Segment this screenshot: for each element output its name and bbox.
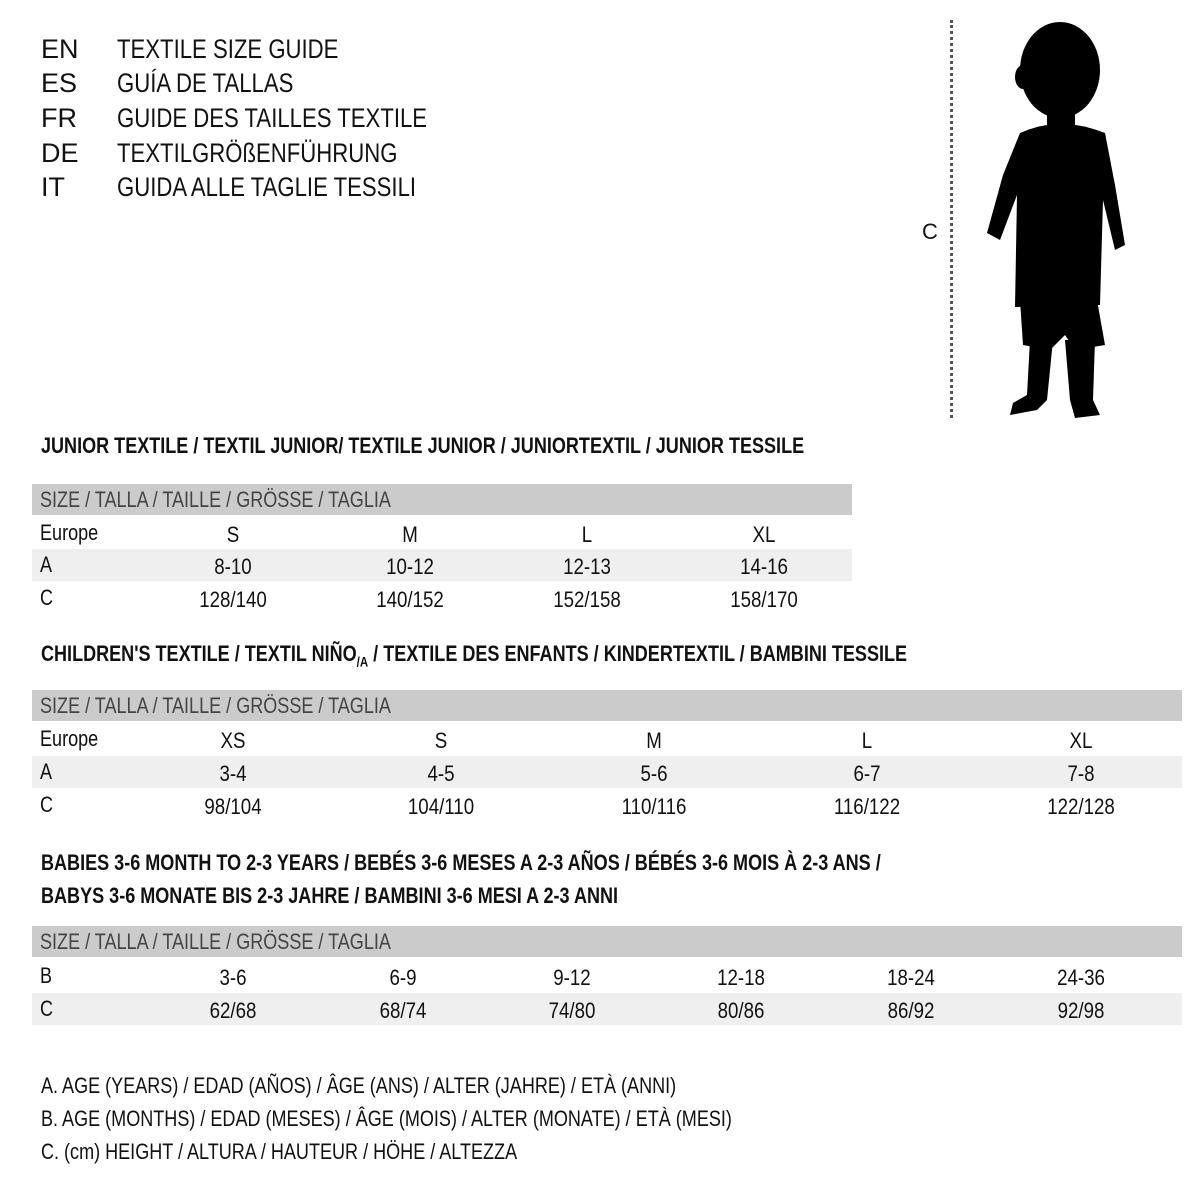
cell: 86/92	[887, 998, 935, 1023]
children-section-title: CHILDREN'S TEXTILE / TEXTIL NIÑO/A / TEX…	[41, 641, 908, 670]
cell: 4-5	[427, 761, 455, 786]
lang-code: FR	[41, 103, 77, 133]
legend-a: A. AGE (YEARS) / EDAD (AÑOS) / ÂGE (ANS)…	[41, 1073, 677, 1098]
babies-section-title-line1: BABIES 3-6 MONTH TO 2-3 YEARS / BEBÉS 3-…	[41, 850, 881, 875]
cell: 24-36	[1057, 965, 1105, 990]
cell: L	[581, 522, 593, 547]
legend-b: B. AGE (MONTHS) / EDAD (MESES) / ÂGE (MO…	[41, 1106, 732, 1131]
table-row: A 8-10 10-12 12-13 14-16	[32, 549, 852, 581]
height-figure: C	[920, 15, 1140, 425]
cell: 62/68	[209, 998, 257, 1023]
cell: S	[434, 728, 448, 753]
cell: L	[861, 728, 873, 753]
table-row: B 3-6 6-9 9-12 12-18 18-24 24-36	[32, 960, 1182, 992]
height-label: C	[922, 219, 938, 244]
cell: 5-6	[640, 761, 668, 786]
size-header: SIZE / TALLA / TAILLE / GRÖSSE / TAGLIA	[40, 487, 391, 512]
lang-title: GUIDA ALLE TAGLIE TESSILI	[117, 172, 417, 202]
lang-code: IT	[41, 172, 65, 202]
cell: 152/158	[553, 587, 621, 612]
row-label: A	[40, 552, 53, 577]
cell: 7-8	[1067, 761, 1095, 786]
cell: 3-6	[219, 965, 247, 990]
table-row: A 3-4 4-5 5-6 6-7 7-8	[32, 756, 1182, 788]
row-label: B	[40, 963, 53, 988]
row-label: C	[40, 792, 54, 817]
cell: XS	[220, 728, 246, 753]
row-label: Europe	[40, 726, 99, 751]
junior-section-title: JUNIOR TEXTILE / TEXTIL JUNIOR/ TEXTILE …	[41, 433, 805, 458]
cell: 98/104	[204, 794, 262, 819]
cell: 140/152	[376, 587, 444, 612]
height-dotted-line	[950, 20, 953, 418]
junior-size-table: SIZE / TALLA / TAILLE / GRÖSSE / TAGLIA …	[32, 484, 852, 614]
cell: 14-16	[740, 554, 788, 579]
cell: 12-13	[563, 554, 611, 579]
cell: 80/86	[717, 998, 765, 1023]
babies-section-title-line2: BABYS 3-6 MONATE BIS 2-3 JAHRE / BAMBINI…	[41, 883, 619, 908]
babies-size-table: SIZE / TALLA / TAILLE / GRÖSSE / TAGLIA …	[32, 926, 1182, 1026]
lang-code: ES	[41, 68, 78, 98]
cell: 74/80	[548, 998, 596, 1023]
cell: XL	[752, 522, 776, 547]
cell: 6-9	[389, 965, 417, 990]
cell: 104/110	[407, 794, 475, 819]
row-label: C	[40, 996, 54, 1021]
legend-c: C. (cm) HEIGHT / ALTURA / HAUTEUR / HÖHE…	[41, 1139, 518, 1164]
table-row: C 98/104 104/110 110/116 116/122 122/128	[32, 789, 1182, 821]
cell: 6-7	[853, 761, 881, 786]
cell: 18-24	[887, 965, 935, 990]
lang-title: TEXTILE SIZE GUIDE	[117, 34, 339, 64]
lang-code: DE	[41, 138, 79, 168]
table-row: Europe XS S M L XL	[32, 723, 1182, 755]
lang-code: EN	[41, 34, 79, 64]
cell: 10-12	[386, 554, 434, 579]
cell: M	[646, 728, 662, 753]
row-label: C	[40, 585, 54, 610]
size-header: SIZE / TALLA / TAILLE / GRÖSSE / TAGLIA	[40, 929, 391, 954]
cell: M	[402, 522, 418, 547]
child-silhouette-icon	[987, 22, 1125, 418]
cell: 9-12	[553, 965, 591, 990]
table-row: C 62/68 68/74 74/80 80/86 86/92 92/98	[32, 993, 1182, 1025]
cell: 12-18	[717, 965, 765, 990]
table-row: Europe S M L XL	[32, 517, 852, 549]
cell: S	[226, 522, 240, 547]
cell: 122/128	[1047, 794, 1115, 819]
table-row: C 128/140 140/152 152/158 158/170	[32, 582, 852, 614]
row-label: A	[40, 759, 53, 784]
children-size-table: SIZE / TALLA / TAILLE / GRÖSSE / TAGLIA …	[32, 690, 1182, 822]
cell: 110/116	[621, 794, 687, 819]
lang-title: GUÍA DE TALLAS	[117, 68, 294, 98]
cell: XL	[1069, 728, 1093, 753]
cell: 128/140	[199, 587, 267, 612]
cell: 3-4	[219, 761, 247, 786]
size-header: SIZE / TALLA / TAILLE / GRÖSSE / TAGLIA	[40, 693, 391, 718]
cell: 68/74	[379, 998, 427, 1023]
lang-title: GUIDE DES TAILLES TEXTILE	[117, 103, 428, 133]
cell: 158/170	[730, 587, 798, 612]
cell: 92/98	[1057, 998, 1105, 1023]
row-label: Europe	[40, 520, 99, 545]
cell: 8-10	[214, 554, 252, 579]
lang-title: TEXTILGRÖßENFÜHRUNG	[117, 138, 398, 168]
cell: 116/122	[833, 794, 901, 819]
